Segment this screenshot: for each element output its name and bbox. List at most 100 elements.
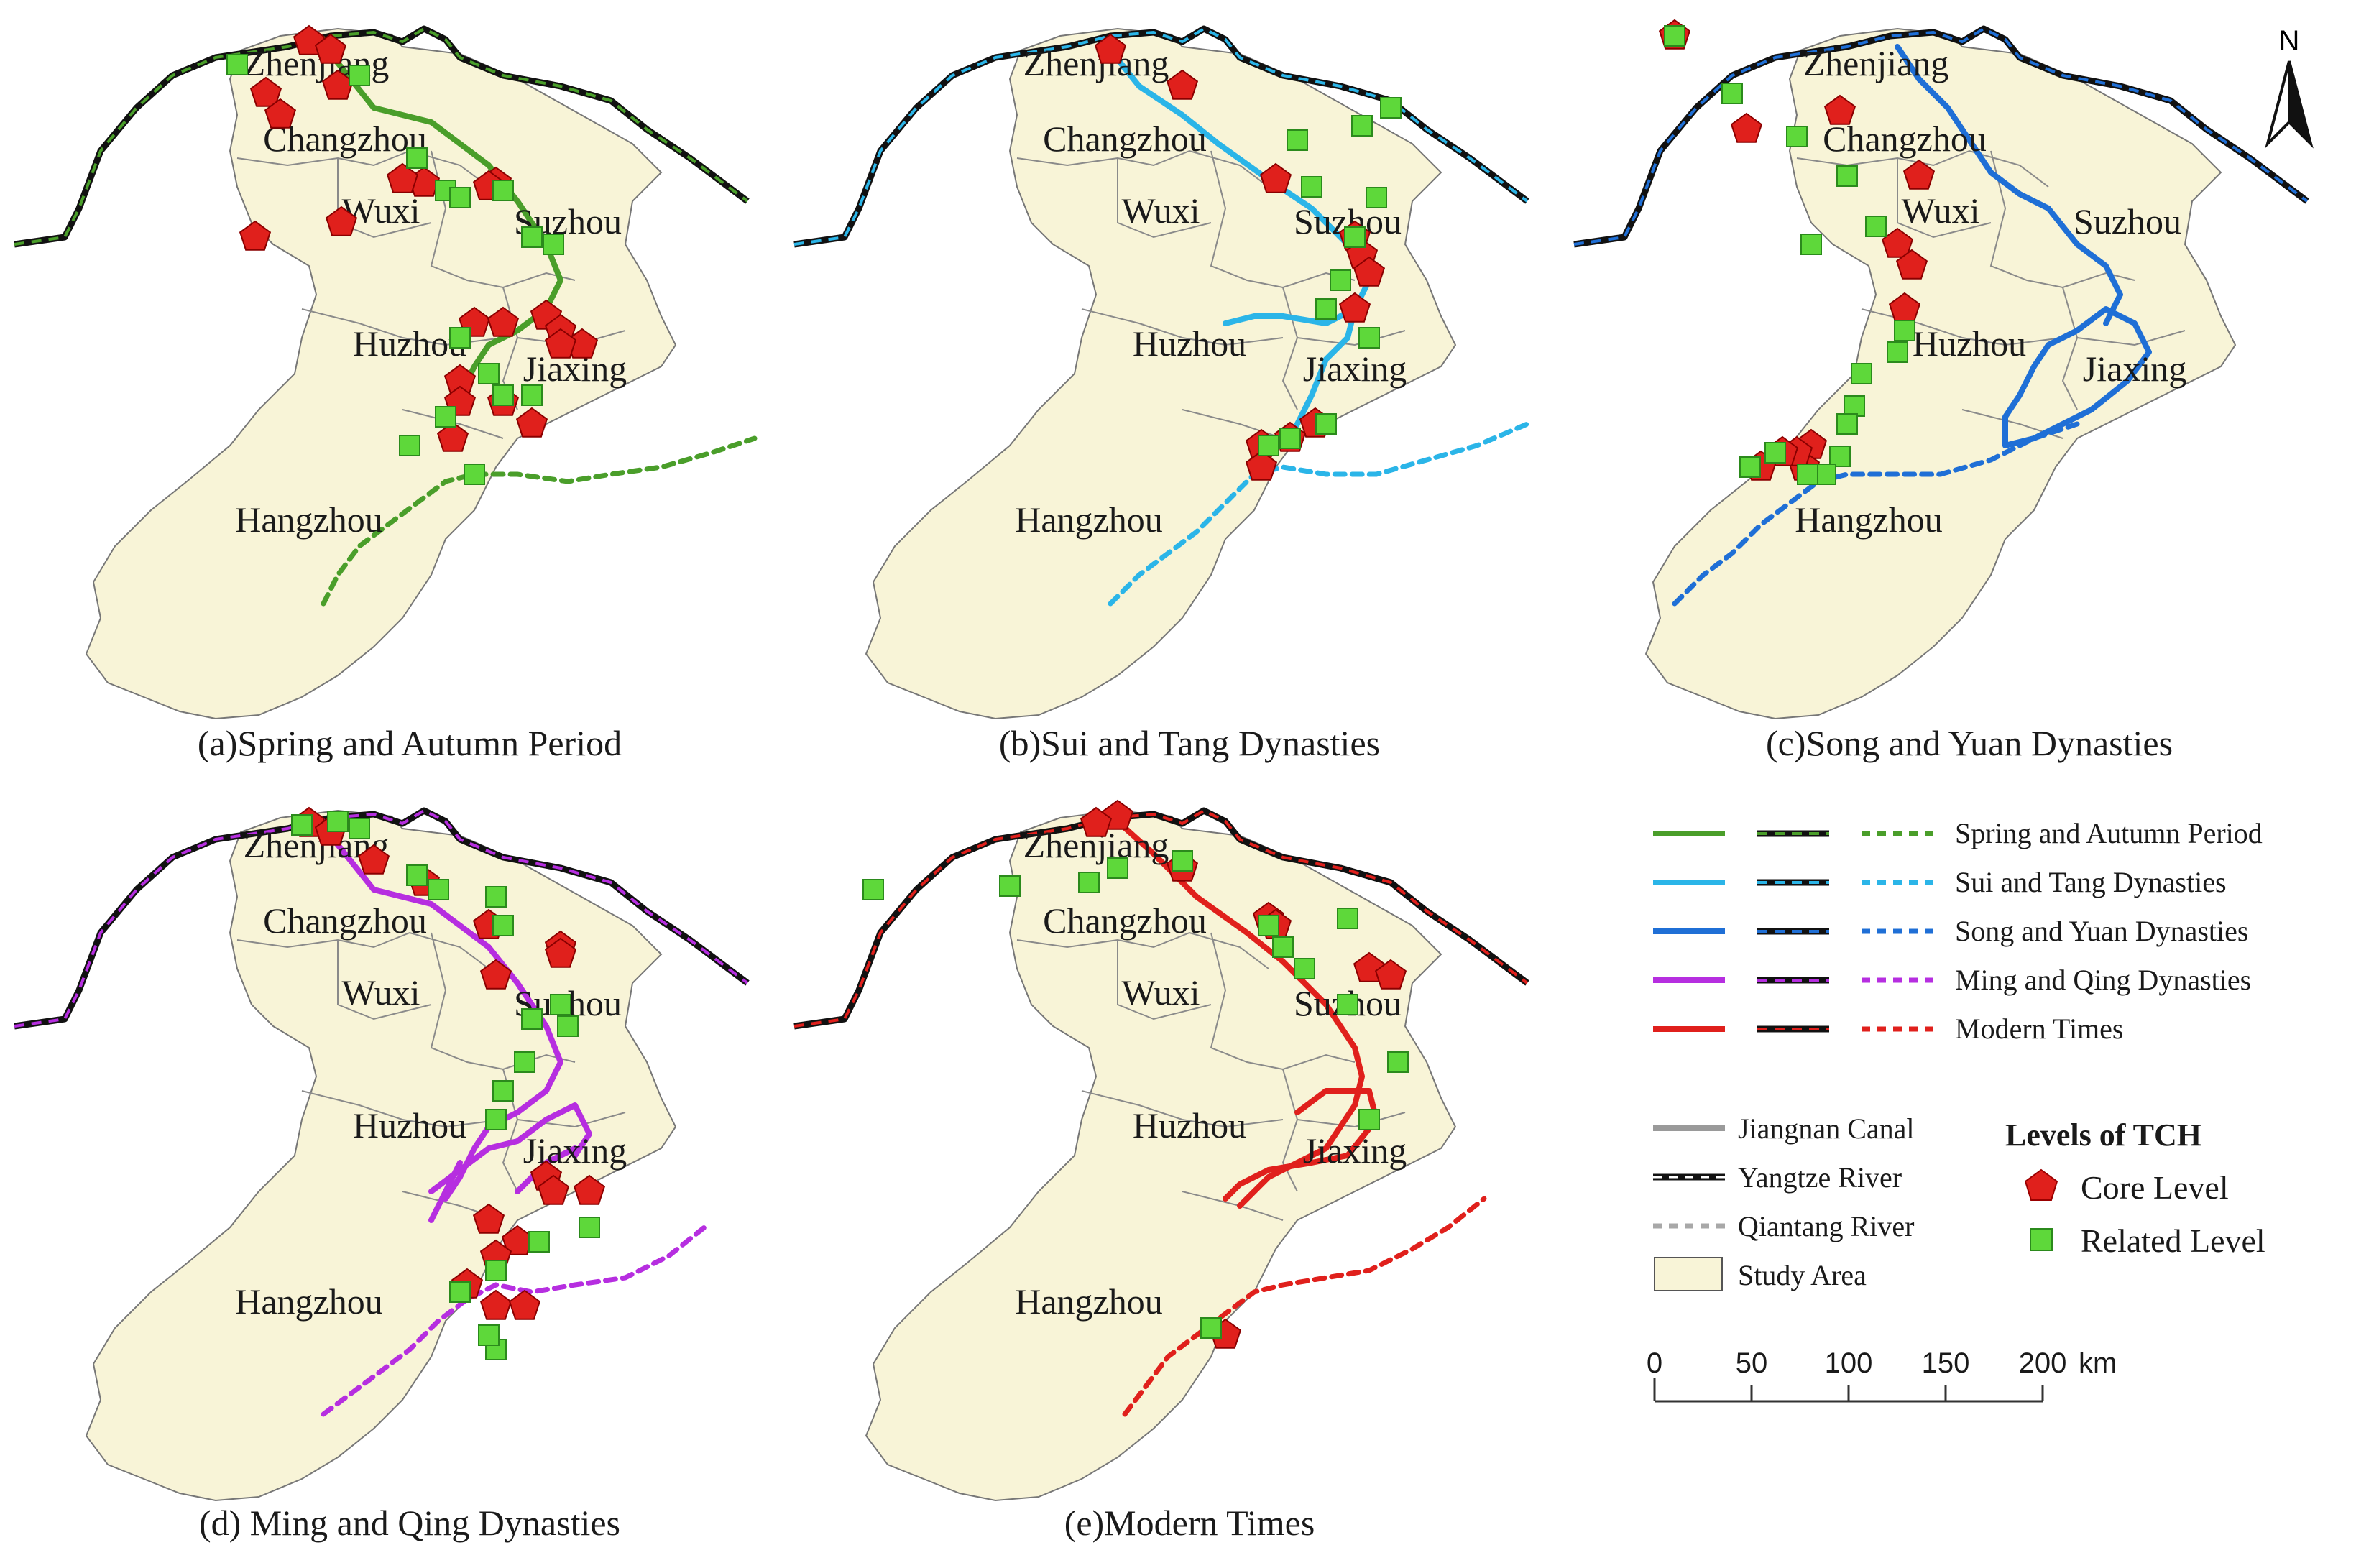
caption-d: (d) Ming and Qing Dynasties — [198, 1503, 621, 1543]
city-label-wuxi: Wuxi — [341, 972, 420, 1013]
related-level-marker — [1800, 234, 1822, 255]
core-level-marker — [314, 33, 347, 64]
related-level-marker — [1358, 327, 1380, 349]
core-level-marker — [1353, 256, 1386, 287]
related-level-marker — [464, 464, 485, 485]
district-boundary — [236, 931, 489, 969]
district-boundary — [1081, 1090, 1284, 1128]
city-label-jiaxing: Jiaxing — [2083, 349, 2186, 389]
core-level-marker — [1080, 806, 1113, 837]
legend-yangtze: Yangtze River — [1738, 1161, 1902, 1194]
district-boundary — [337, 940, 432, 1020]
core-level-marker — [436, 421, 469, 452]
related-level-marker — [1287, 129, 1308, 151]
legend-base: Jiangnan Canal Yangtze River Qiantang Ri… — [1653, 1112, 1915, 1291]
related-level-marker — [1078, 872, 1100, 893]
district-boundary — [1897, 158, 1992, 239]
related-level-marker — [406, 147, 428, 169]
city-label-hangzhou: Hangzhou — [235, 499, 383, 540]
city-label-wuxi: Wuxi — [1901, 190, 1979, 231]
city-label-jiaxing: Jiaxing — [1303, 1130, 1407, 1171]
city-label-zhenjiang: Zhenjiang — [1023, 43, 1169, 83]
qiantang-river — [321, 1225, 707, 1417]
related-level-marker — [1786, 126, 1808, 147]
related-level-marker — [1764, 442, 1786, 464]
core-level-marker — [472, 1203, 505, 1234]
district-boundary — [517, 1112, 626, 1128]
related-level-marker — [521, 384, 543, 406]
scale-ticks: 0 50 100 150 200 km — [1647, 1347, 2117, 1401]
related-level-marker — [579, 1217, 600, 1238]
district-boundary — [402, 409, 504, 439]
related-level-marker — [1200, 1317, 1222, 1339]
map-panel-b: Zhenjiang Changzhou Wuxi Suzhou Huzhou Jiaxin… — [780, 7, 1570, 726]
scale-tick-label: 50 — [1736, 1347, 1768, 1379]
core-level-marker — [479, 959, 512, 990]
scale-bar: 0 50 100 150 200 km — [1647, 1347, 2117, 1403]
related-level-marker — [1330, 269, 1351, 291]
core-level-marker — [357, 844, 390, 875]
legend-period-label: Spring and Autumn Period — [1955, 817, 2263, 849]
related-level-marker — [1279, 428, 1301, 449]
yangtze-river-period — [1573, 27, 2309, 246]
map-layer: ZhenjiangChangzhouWuxiSuzhouHuzhouJiaxin… — [14, 806, 750, 1502]
map-d: ZhenjiangChangzhouWuxiSuzhouHuzhouJiaxin… — [14, 806, 750, 1502]
legend-period-label: Song and Yuan Dynasties — [1955, 915, 2248, 947]
canal-route — [2002, 306, 2152, 448]
north-label: N — [2279, 25, 2300, 57]
city-label-hangzhou: Hangzhou — [235, 1281, 383, 1322]
legend-levels-title: Levels of TCH — [2005, 1117, 2201, 1153]
legend-period-label: Modern Times — [1955, 1013, 2124, 1045]
district-boundary — [301, 1090, 504, 1128]
related-level-marker — [449, 187, 471, 208]
city-label-huzhou: Huzhou — [1913, 323, 2026, 364]
related-level-marker — [492, 1080, 514, 1102]
district-boundary — [1297, 330, 1406, 346]
scale-tick-label: 0 — [1647, 1347, 1662, 1379]
legend-core: Core Level — [2081, 1169, 2229, 1206]
related-level-marker — [1294, 958, 1315, 979]
related-level-marker — [1172, 850, 1193, 872]
city-label-huzhou: Huzhou — [353, 1105, 466, 1145]
core-level-marker — [1895, 249, 1928, 280]
related-level-marker — [327, 811, 349, 832]
caption-a: (a)Spring and Autumn Period — [197, 723, 622, 763]
legend-related: Related Level — [2081, 1222, 2265, 1259]
related-level-marker — [1380, 97, 1402, 119]
district-boundary — [1117, 940, 1212, 1020]
core-level-marker — [1881, 227, 1914, 258]
related-level-marker — [485, 1109, 507, 1130]
north-arrow: N — [2257, 22, 2322, 155]
canal-route — [1115, 818, 1365, 1209]
related-level-marker — [349, 65, 370, 86]
related-level-marker — [478, 363, 500, 384]
district-boundary — [1989, 150, 2135, 289]
related-level-marker — [1107, 857, 1128, 879]
related-level-marker — [1894, 320, 1915, 341]
city-label-huzhou: Huzhou — [1133, 323, 1246, 364]
district-boundary — [236, 149, 489, 188]
related-level-marker — [1387, 1051, 1409, 1073]
related-level-marker — [1258, 915, 1279, 936]
scale-tick-label: 100 — [1825, 1347, 1873, 1379]
legend: Spring and Autumn Period Sui and Tang Dyn… — [1632, 805, 2350, 1426]
related-level-marker — [521, 1008, 543, 1030]
core-level-marker — [515, 407, 548, 438]
yangtze-river-period — [793, 808, 1529, 1028]
map-panel-c: Zhenjiang Changzhou Wuxi Suzhou Huzhou Jiaxin… — [1560, 7, 2350, 726]
core-level-marker — [264, 98, 297, 129]
core-level-marker — [1374, 959, 1407, 990]
related-level-marker — [543, 234, 564, 255]
related-level-marker — [514, 1051, 535, 1073]
related-level-marker — [485, 886, 507, 908]
district-boundary — [1117, 158, 1212, 239]
related-level-marker — [1851, 363, 1872, 384]
district-boundary — [1281, 1069, 1299, 1192]
related-level-marker — [399, 435, 420, 456]
related-level-marker — [485, 1260, 507, 1281]
canal-route — [313, 815, 563, 1202]
